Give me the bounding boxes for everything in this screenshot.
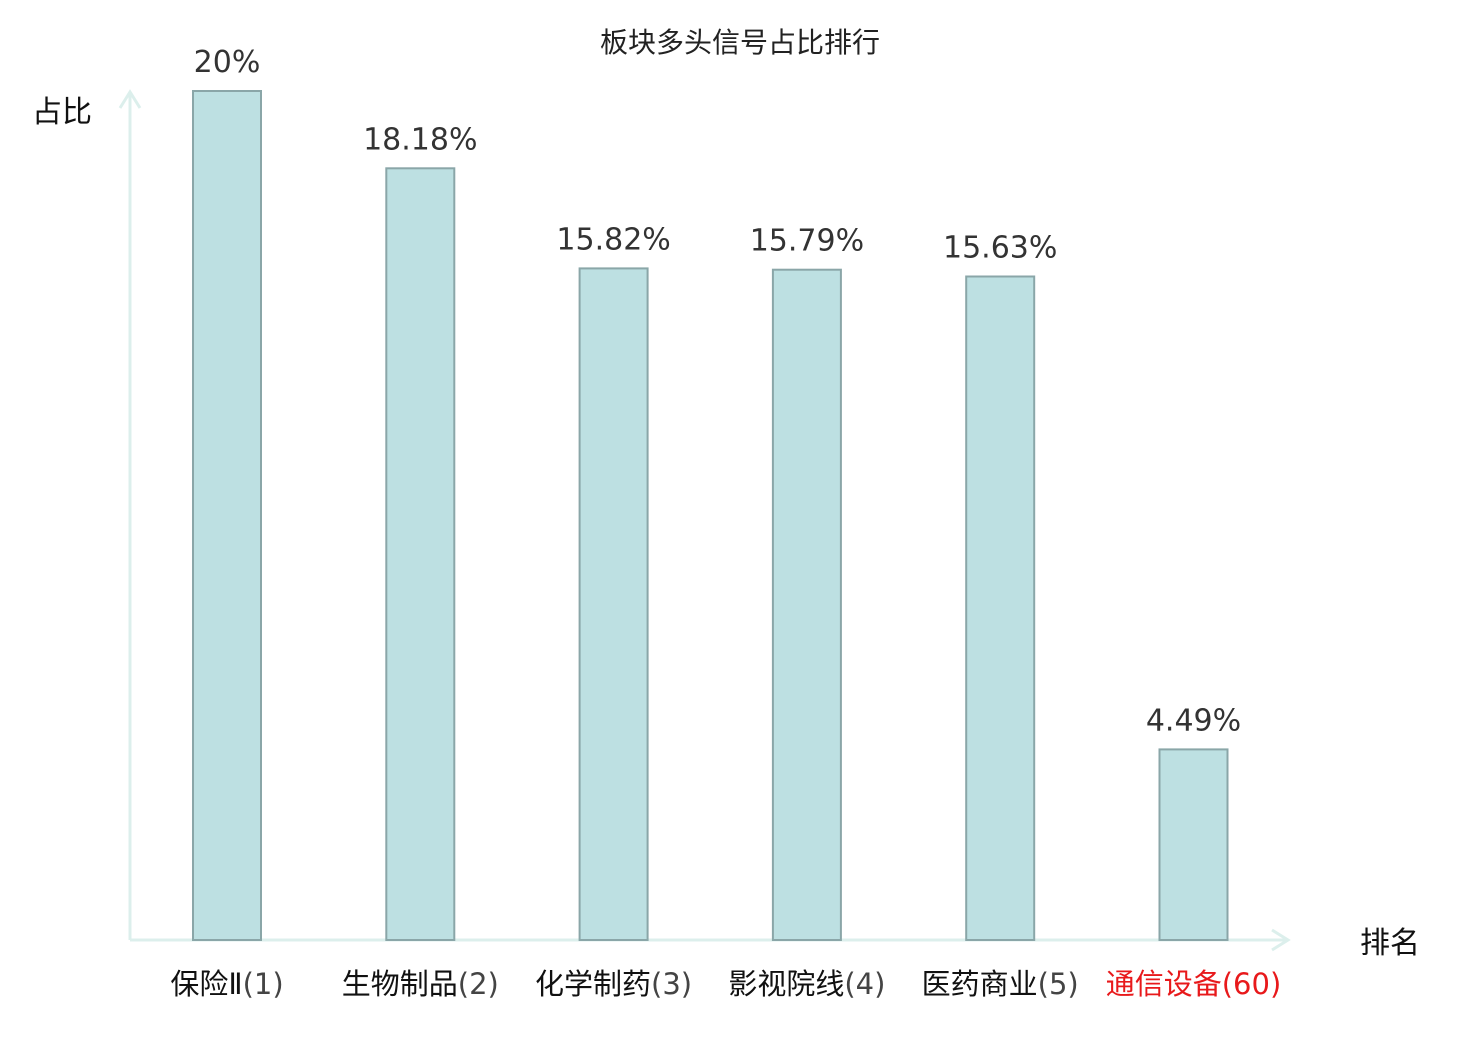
- category-rank: (2): [458, 967, 499, 1001]
- category-name: 保险Ⅱ: [170, 967, 242, 1001]
- bar: [771, 268, 842, 941]
- category-name: 影视院线: [728, 967, 844, 1001]
- bar-value-label: 20%: [194, 45, 261, 80]
- bar-value-label: 15.63%: [943, 231, 1057, 266]
- category-label: 化学制药(3): [535, 967, 692, 1001]
- y-axis-arrow: [118, 89, 142, 109]
- category-label: 医药商业(5): [922, 967, 1079, 1001]
- axes: [118, 89, 1291, 952]
- value-labels-group: 20% 18.18% 15.82% 15.79% 15.63% 4.49%: [194, 45, 1242, 738]
- category-rank: (5): [1038, 967, 1079, 1001]
- bars-group: [192, 90, 1229, 942]
- category-rank: (4): [844, 967, 885, 1001]
- bar: [1158, 748, 1229, 942]
- category-rank: (3): [651, 967, 692, 1001]
- category-label: 生物制品(2): [342, 967, 499, 1001]
- category-name: 生物制品: [342, 967, 458, 1001]
- bar-value-label: 4.49%: [1146, 703, 1241, 738]
- chart-title: 板块多头信号占比排行: [600, 26, 880, 59]
- category-rank: (60): [1222, 967, 1282, 1001]
- bar-value-label: 15.82%: [556, 222, 670, 257]
- category-name: 医药商业: [922, 967, 1038, 1001]
- category-name: 通信设备: [1106, 967, 1222, 1001]
- bar: [385, 167, 456, 942]
- bar-value-label: 18.18%: [363, 122, 477, 157]
- category-label: 影视院线(4): [728, 967, 885, 1001]
- category-rank: (1): [243, 967, 284, 1001]
- bar: [192, 90, 262, 941]
- y-axis-label: 占比: [32, 95, 92, 130]
- bar: [965, 275, 1036, 941]
- category-name: 化学制药: [535, 967, 651, 1001]
- category-label: 保险Ⅱ(1): [170, 967, 283, 1001]
- category-labels-group: 保险Ⅱ(1) 生物制品(2) 化学制药(3) 影视院线(4) 医药商业(5) 通信设备(6…: [170, 967, 1281, 1001]
- x-axis-label: 排名: [1360, 926, 1420, 961]
- bar: [578, 267, 649, 941]
- x-axis-arrow: [1271, 928, 1291, 952]
- bar-value-label: 15.79%: [750, 224, 864, 259]
- category-label: 通信设备(60): [1106, 967, 1282, 1001]
